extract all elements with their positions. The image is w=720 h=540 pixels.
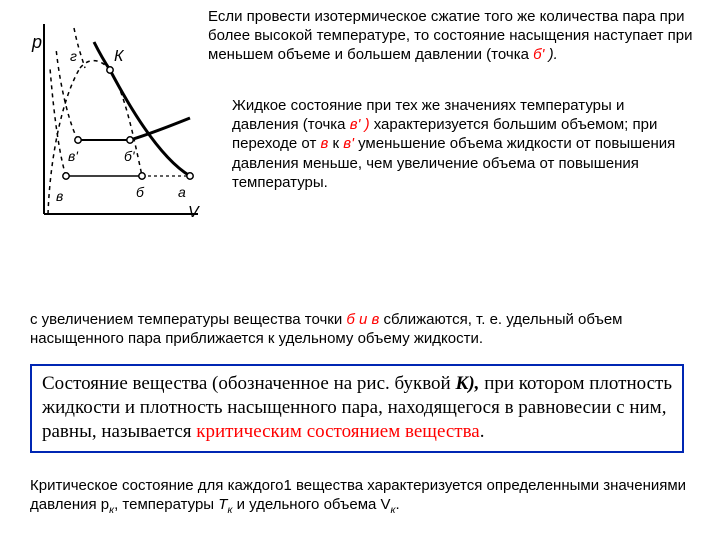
box-b: К), (455, 373, 479, 394)
box-a: Состояние вещества (обозначенное на рис.… (42, 373, 455, 394)
point-k-label: К (114, 48, 123, 66)
point-vprime-label: в' (68, 148, 78, 164)
p5-f: и удельного объема V (232, 496, 390, 513)
p1-text: Если провести изотермическое сжатие того… (208, 8, 692, 63)
point-v-label: в (56, 188, 63, 204)
paragraph-2: Жидкое состояние при тех же значениях те… (232, 96, 692, 192)
p2-e: к (328, 135, 343, 152)
slide: p V К г а б б' в в' Если провести изотер… (0, 0, 720, 540)
paragraph-1: Если провести изотермическое сжатие того… (208, 8, 700, 64)
p3-a: с увеличением температуры вещества точки (30, 311, 346, 328)
p2-f: в' (343, 135, 354, 152)
point-bprime-label: б' (124, 148, 135, 164)
pv-diagram: p V К г а б б' в в' (30, 8, 200, 228)
point-a-label: а (178, 184, 186, 200)
point-b-label: б (136, 184, 144, 200)
paragraph-5: Критическое состояние для каждого1 вещес… (30, 476, 690, 518)
p1-tail: ). (549, 46, 558, 63)
p3-b: б и в (346, 311, 379, 328)
box-d: критическим состоянием вещества (196, 421, 479, 442)
p1-point-bprime: б' (533, 46, 548, 63)
point-g-label: г (70, 48, 77, 64)
axis-v-label: V (188, 204, 199, 222)
p5-c: , температуры (114, 496, 218, 513)
axis-p-label: p (32, 32, 42, 53)
paragraph-3: с увеличением температуры вещества точки… (30, 310, 690, 348)
box-e: . (480, 421, 485, 442)
p2-b: в' ) (350, 116, 370, 133)
p5-h: . (396, 496, 400, 513)
definition-box: Состояние вещества (обозначенное на рис.… (30, 364, 684, 453)
